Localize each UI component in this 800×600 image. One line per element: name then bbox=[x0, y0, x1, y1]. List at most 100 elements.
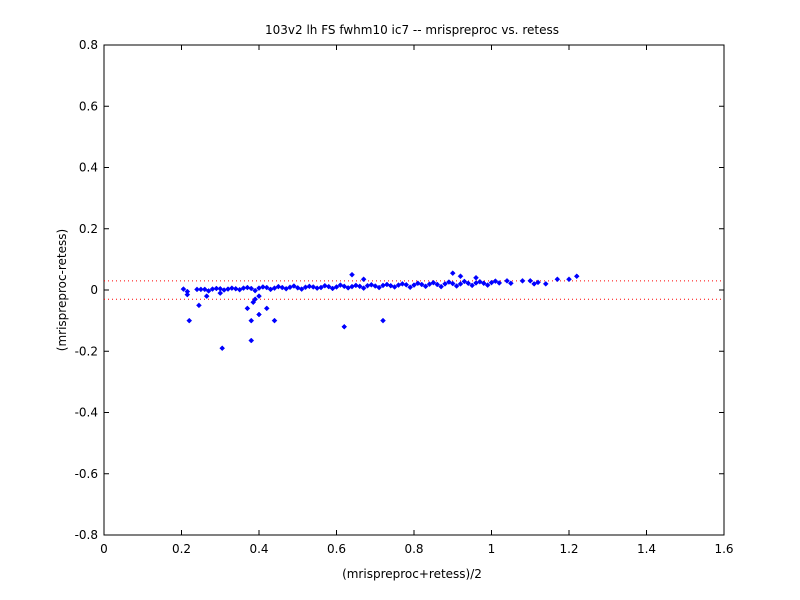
data-point bbox=[244, 284, 251, 291]
x-tick-label: 1.2 bbox=[559, 542, 578, 556]
data-point bbox=[484, 282, 491, 288]
data-point bbox=[391, 284, 398, 290]
data-point bbox=[426, 281, 433, 288]
data-point bbox=[535, 279, 541, 286]
data-point bbox=[205, 288, 212, 294]
y-tick-label: 0.4 bbox=[79, 161, 98, 175]
data-point bbox=[480, 280, 487, 287]
data-point bbox=[318, 284, 324, 291]
axis-ticks: 0 0.2 0.4 0.6 0.8 1 1.2 1.4 1.6 -0.8 -0.6 -0.4 -0.2 0… bbox=[75, 38, 734, 556]
data-point bbox=[492, 278, 499, 284]
data-point bbox=[457, 273, 464, 280]
x-tick-label: 0.6 bbox=[327, 542, 346, 556]
reference-lines bbox=[104, 280, 724, 300]
data-point bbox=[256, 311, 262, 318]
y-axis-label: (mrispreproc-retess) bbox=[55, 229, 69, 351]
x-tick-label: 0.2 bbox=[172, 542, 191, 556]
x-tick-label: 1 bbox=[488, 542, 496, 556]
data-point bbox=[465, 280, 472, 287]
data-point bbox=[349, 271, 355, 278]
data-point bbox=[380, 317, 386, 324]
data-point bbox=[184, 288, 191, 295]
data-point bbox=[298, 286, 305, 292]
data-point bbox=[430, 279, 437, 286]
y-tick-label: 0.6 bbox=[79, 99, 98, 113]
data-point bbox=[360, 285, 367, 292]
data-point bbox=[496, 280, 503, 286]
data-point bbox=[438, 283, 444, 290]
data-point bbox=[415, 280, 421, 287]
data-point bbox=[236, 286, 243, 293]
data-point bbox=[461, 278, 468, 285]
data-point bbox=[554, 276, 561, 283]
data-point bbox=[217, 290, 224, 296]
data-point bbox=[469, 282, 475, 289]
data-point bbox=[519, 277, 526, 284]
data-point bbox=[322, 282, 328, 289]
data-point bbox=[267, 286, 274, 293]
data-point bbox=[341, 323, 348, 330]
data-point bbox=[333, 284, 340, 290]
data-point bbox=[186, 317, 193, 324]
data-point bbox=[353, 282, 359, 289]
data-point bbox=[573, 273, 580, 280]
data-point bbox=[244, 305, 251, 312]
data-point bbox=[219, 345, 226, 352]
data-point bbox=[196, 302, 202, 309]
data-point bbox=[314, 285, 320, 292]
data-point bbox=[446, 279, 452, 285]
data-point bbox=[203, 293, 210, 299]
data-point bbox=[180, 286, 187, 292]
data-point bbox=[306, 283, 313, 290]
chart-title: 103v2 lh FS fwhm10 ic7 -- mrispreproc vs… bbox=[265, 23, 559, 37]
data-point bbox=[329, 285, 336, 292]
data-point bbox=[407, 284, 413, 291]
data-point bbox=[542, 281, 549, 287]
data-point bbox=[360, 276, 367, 283]
data-point bbox=[488, 279, 495, 286]
data-point bbox=[248, 337, 255, 344]
data-point bbox=[252, 287, 258, 294]
data-point bbox=[504, 277, 510, 284]
data-point bbox=[457, 281, 464, 287]
x-tick-label: 1.6 bbox=[714, 542, 733, 556]
data-point bbox=[368, 281, 375, 288]
data-point bbox=[194, 286, 200, 293]
data-point bbox=[252, 296, 258, 303]
data-point bbox=[531, 281, 537, 287]
data-point bbox=[198, 286, 204, 293]
x-axis-label: (mrispreproc+retess)/2 bbox=[342, 567, 482, 581]
y-tick-label: 0.2 bbox=[79, 222, 98, 236]
data-point bbox=[229, 285, 235, 292]
x-tick-label: 0.4 bbox=[249, 542, 268, 556]
y-tick-label: -0.8 bbox=[75, 528, 98, 542]
y-tick-label: 0.8 bbox=[79, 38, 98, 52]
data-point bbox=[221, 287, 227, 293]
data-points bbox=[180, 270, 580, 352]
data-point bbox=[201, 286, 208, 293]
data-point bbox=[337, 282, 344, 288]
data-point bbox=[566, 276, 572, 283]
x-tick-label: 0 bbox=[100, 542, 108, 556]
data-point bbox=[508, 280, 514, 287]
data-point bbox=[248, 317, 255, 324]
y-tick-label: 0 bbox=[90, 283, 98, 297]
data-point bbox=[345, 285, 351, 291]
x-tick-label: 1.4 bbox=[637, 542, 656, 556]
data-point bbox=[399, 281, 406, 287]
data-point bbox=[283, 285, 289, 292]
data-point bbox=[260, 284, 266, 290]
data-point bbox=[442, 281, 448, 287]
data-point bbox=[263, 305, 270, 312]
data-point bbox=[527, 277, 534, 284]
data-point bbox=[449, 280, 456, 287]
x-tick-label: 0.8 bbox=[404, 542, 423, 556]
data-point bbox=[275, 283, 282, 290]
data-point bbox=[477, 278, 483, 285]
data-point bbox=[384, 281, 390, 288]
y-tick-label: -0.2 bbox=[75, 344, 98, 358]
data-point bbox=[291, 283, 297, 289]
data-point bbox=[376, 284, 382, 291]
data-point bbox=[213, 285, 220, 292]
